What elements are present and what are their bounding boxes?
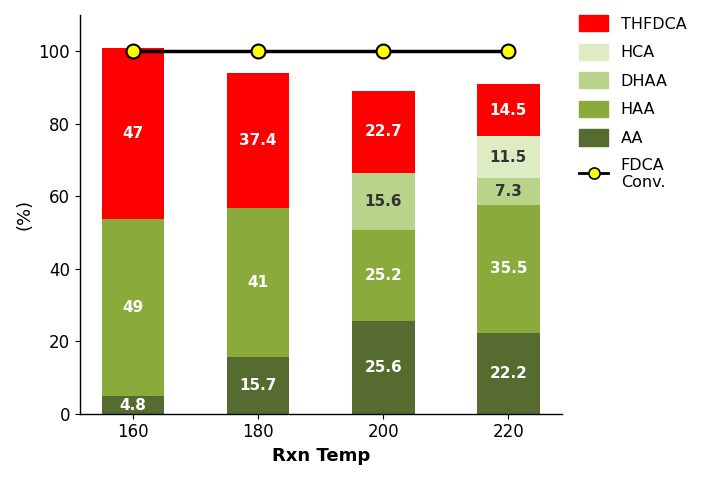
Text: 4.8: 4.8 [120, 397, 146, 412]
Bar [477, 204, 540, 333]
Bar [477, 136, 540, 178]
Y-axis label: (%): (%) [15, 199, 33, 230]
Bar [477, 178, 540, 204]
Text: 11.5: 11.5 [490, 150, 527, 165]
Text: 25.2: 25.2 [364, 268, 402, 283]
Bar [227, 357, 289, 414]
Bar [352, 173, 415, 229]
Text: 22.2: 22.2 [490, 366, 527, 381]
Bar [227, 208, 289, 357]
Text: 47: 47 [122, 126, 144, 141]
Text: 41: 41 [248, 275, 269, 290]
Bar [352, 321, 415, 414]
Text: 15.7: 15.7 [240, 378, 277, 393]
Bar [102, 396, 164, 414]
Bar [227, 72, 289, 208]
Bar [477, 84, 540, 136]
Text: 15.6: 15.6 [364, 194, 402, 209]
Bar [352, 91, 415, 173]
Text: 25.6: 25.6 [364, 360, 402, 375]
X-axis label: Rxn Temp: Rxn Temp [271, 447, 370, 465]
Text: 49: 49 [122, 300, 144, 315]
Text: 14.5: 14.5 [490, 103, 527, 118]
Bar [102, 219, 164, 396]
Legend: THFDCA, HCA, DHAA, HAA, AA, FDCA
Conv.: THFDCA, HCA, DHAA, HAA, AA, FDCA Conv. [579, 15, 686, 190]
Text: 7.3: 7.3 [495, 184, 522, 199]
Bar [477, 333, 540, 414]
Bar [352, 229, 415, 321]
Text: 35.5: 35.5 [490, 262, 527, 276]
Bar [102, 48, 164, 219]
Text: 22.7: 22.7 [364, 124, 402, 139]
Text: 37.4: 37.4 [240, 133, 277, 148]
